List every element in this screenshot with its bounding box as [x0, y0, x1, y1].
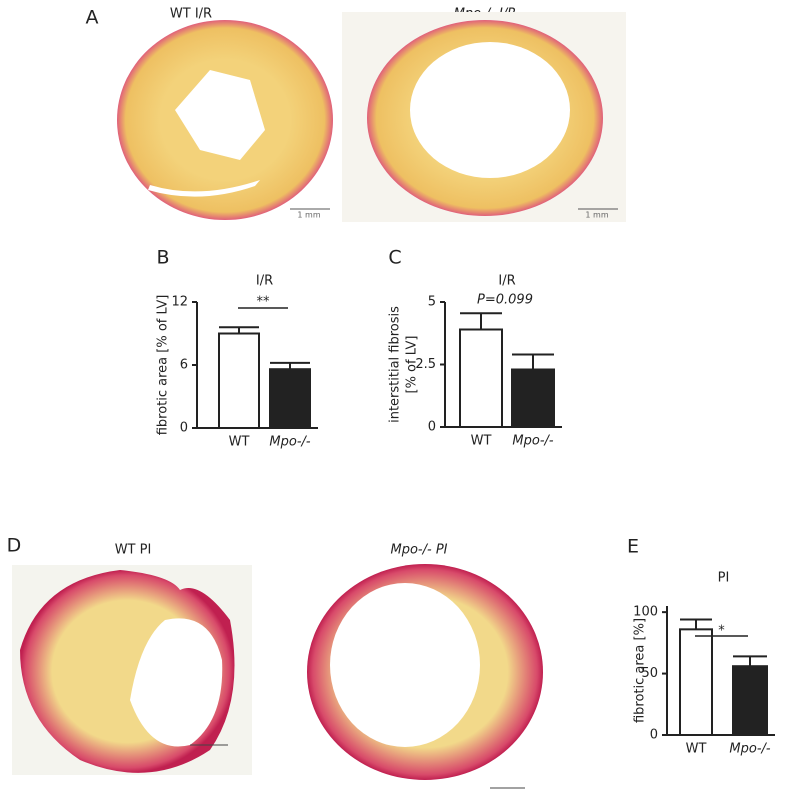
chart-title: PI — [718, 571, 730, 586]
x-tick-label: WT — [686, 742, 707, 757]
scale-label: 1 mm — [297, 211, 320, 220]
y-axis-label: interstitial fibrosis — [388, 306, 403, 423]
caption: WT PI — [115, 543, 152, 558]
y-tick-label: 0 — [180, 421, 188, 436]
lumen — [148, 180, 260, 197]
lumen — [130, 618, 223, 747]
caption: WT I/R — [170, 7, 212, 22]
panel-label: A — [86, 7, 99, 29]
chart-title: I/R — [498, 274, 515, 289]
bar — [218, 332, 260, 429]
panel-label: D — [7, 535, 22, 557]
scale-label: 1 mm — [585, 211, 608, 220]
x-tick-label: Mpo-/- — [269, 435, 310, 450]
y-axis-label: fibrotic area [%] — [633, 618, 648, 723]
y-tick-label: 100 — [633, 605, 658, 620]
annotation: * — [718, 624, 725, 639]
panel-label: E — [627, 536, 639, 558]
panel-label: C — [388, 247, 401, 269]
bar — [269, 368, 311, 430]
y-tick-label: 0 — [428, 420, 436, 435]
y-tick-label: 50 — [641, 666, 658, 681]
bar — [511, 368, 555, 428]
y-tick-label: 12 — [171, 295, 188, 310]
annotation: P=0.099 — [477, 293, 533, 308]
y-axis-label: [% of LV] — [405, 336, 420, 394]
annotation: ** — [257, 295, 271, 310]
y-tick-label: 6 — [180, 358, 188, 373]
bar — [459, 328, 503, 428]
caption: Mpo-/- PI — [391, 543, 448, 558]
panel-label: B — [156, 247, 169, 269]
chart-title: I/R — [256, 274, 273, 289]
x-tick-label: Mpo-/- — [512, 434, 553, 449]
x-tick-label: WT — [471, 434, 492, 449]
y-tick-label: 2.5 — [415, 357, 436, 372]
lumen — [175, 70, 265, 160]
lumen — [410, 42, 570, 178]
x-tick-label: WT — [229, 435, 250, 450]
y-tick-label: 0 — [650, 728, 658, 743]
y-axis-label: fibrotic area [% of LV] — [156, 295, 171, 436]
y-tick-label: 5 — [428, 295, 436, 310]
x-tick-label: Mpo-/- — [729, 742, 770, 757]
bar — [732, 665, 768, 737]
lumen — [330, 583, 480, 747]
bar — [679, 628, 713, 736]
